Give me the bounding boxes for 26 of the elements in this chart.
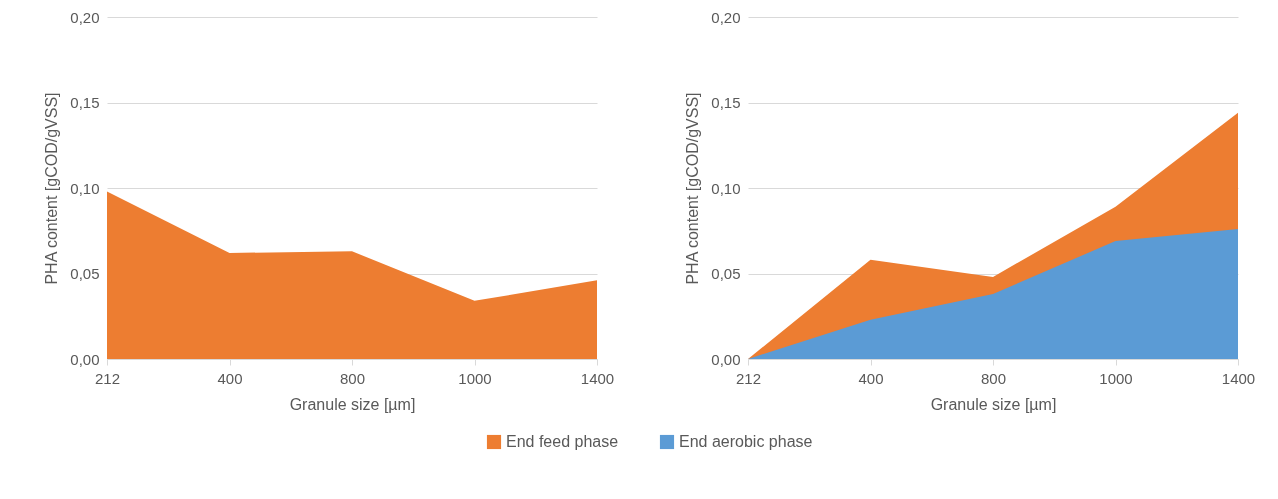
x-axis-title: Granule size [µm]	[289, 395, 416, 413]
x-tick-label: 1000	[1099, 369, 1133, 387]
x-axis-title: Granule size [µm]	[930, 395, 1057, 413]
y-tick-label: 0,20	[70, 8, 100, 26]
x-tick-label: 400	[858, 369, 884, 387]
y-tick-label: 0,00	[711, 350, 741, 368]
y-tick-label: 0,20	[711, 8, 741, 26]
x-tick-label: 400	[217, 369, 243, 387]
x-tick-label: 800	[339, 369, 366, 387]
y-tick-label: 0,15	[70, 94, 100, 111]
x-tick-label: 1400	[580, 369, 615, 387]
y-tick-label: 0,05	[711, 265, 741, 282]
y-tick-label: 0,10	[70, 179, 100, 197]
y-axis-title: PHA content [gCOD/gVSS]	[43, 92, 61, 285]
y-axis-title: PHA content [gCOD/gVSS]	[684, 92, 702, 285]
legend-label: End feed phase	[506, 433, 619, 450]
y-tick-label: 0,05	[70, 265, 100, 282]
x-tick-label: 212	[94, 369, 121, 387]
x-tick-label: 1000	[458, 369, 492, 387]
x-tick-label: 1400	[1221, 369, 1256, 387]
x-tick-label: 800	[980, 369, 1007, 387]
x-tick-label: 212	[735, 369, 762, 387]
legend-label: End aerobic phase	[679, 433, 813, 450]
y-tick-label: 0,00	[70, 350, 100, 368]
y-tick-label: 0,10	[711, 179, 741, 197]
y-tick-label: 0,15	[711, 94, 741, 111]
